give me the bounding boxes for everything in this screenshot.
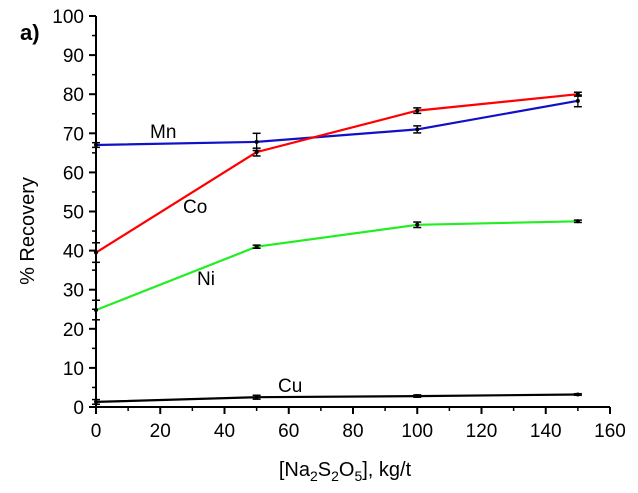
y-tick-label: 40 (63, 242, 84, 263)
error-bar-co (92, 242, 100, 264)
x-axis-label: [Na2S2O5], kg/t (279, 459, 412, 484)
x-tick-label: 20 (150, 421, 171, 442)
x-tick-label: 120 (466, 421, 498, 442)
x-tick-label: 140 (530, 421, 562, 442)
x-axis-ticks: 0 20 40 60 80 100 120 140 160 (91, 407, 626, 442)
y-tick-label: 10 (63, 359, 84, 380)
error-bar-cu (252, 394, 261, 400)
panel-label: a) (20, 20, 40, 45)
y-tick-label: 60 (63, 163, 84, 184)
data-point-mn (575, 98, 580, 103)
y-tick-label: 70 (63, 124, 84, 145)
error-bar-ni (92, 299, 100, 321)
series-label-cu: Cu (278, 376, 302, 397)
series-group (92, 91, 582, 406)
error-bar-ni (252, 244, 261, 250)
error-bar-mn (413, 125, 422, 134)
series-line-mn (95, 99, 579, 147)
y-axis-ticks: 0 10 20 30 40 50 60 70 80 90 100 (52, 7, 96, 419)
x-tick-label: 80 (342, 421, 363, 442)
series-label-co: Co (183, 197, 207, 218)
x-tick-label: 60 (278, 421, 299, 442)
data-point-cu (94, 399, 98, 404)
data-point-mn (415, 127, 420, 132)
error-bar-mn (92, 141, 100, 149)
y-tick-label: 80 (63, 85, 84, 106)
data-point-co (415, 108, 420, 113)
y-axis-label: % Recovery (17, 177, 39, 285)
error-bar-cu (92, 398, 100, 406)
series-line-ni (95, 220, 578, 312)
series-label-mn: Mn (150, 122, 176, 143)
series-label-ni: Ni (197, 269, 215, 290)
error-bar-co (252, 147, 261, 157)
x-tick-label: 0 (91, 421, 102, 442)
data-point-mn (94, 143, 98, 148)
y-tick-label: 50 (63, 203, 84, 224)
error-bar-ni (573, 219, 582, 224)
y-tick-label: 100 (52, 7, 84, 28)
series-labels: Mn Co Ni Cu (150, 122, 302, 397)
error-bar-co (413, 107, 422, 115)
x-tick-label: 40 (214, 421, 235, 442)
y-tick-label: 20 (63, 320, 84, 341)
error-bar-ni (413, 221, 422, 229)
y-tick-label: 30 (63, 281, 84, 302)
error-bar-co (573, 91, 582, 97)
error-bar-cu (413, 394, 422, 399)
y-tick-label: 0 (73, 398, 84, 419)
data-point-ni (254, 244, 259, 249)
data-point-co (254, 150, 259, 155)
data-point-mn (254, 139, 259, 144)
data-point-cu (415, 394, 420, 399)
x-tick-label: 100 (401, 421, 433, 442)
data-point-ni (575, 219, 580, 224)
series-line-co (95, 93, 579, 254)
data-point-ni (415, 222, 420, 227)
data-point-co (575, 92, 580, 97)
axes (95, 16, 610, 408)
y-tick-label: 90 (63, 46, 84, 67)
data-point-ni (94, 308, 98, 313)
data-point-co (94, 250, 98, 255)
error-bar-cu (573, 392, 582, 397)
x-tick-label: 160 (594, 421, 626, 442)
series-line-cu (95, 393, 578, 403)
data-point-cu (575, 392, 580, 397)
data-point-cu (254, 395, 259, 400)
